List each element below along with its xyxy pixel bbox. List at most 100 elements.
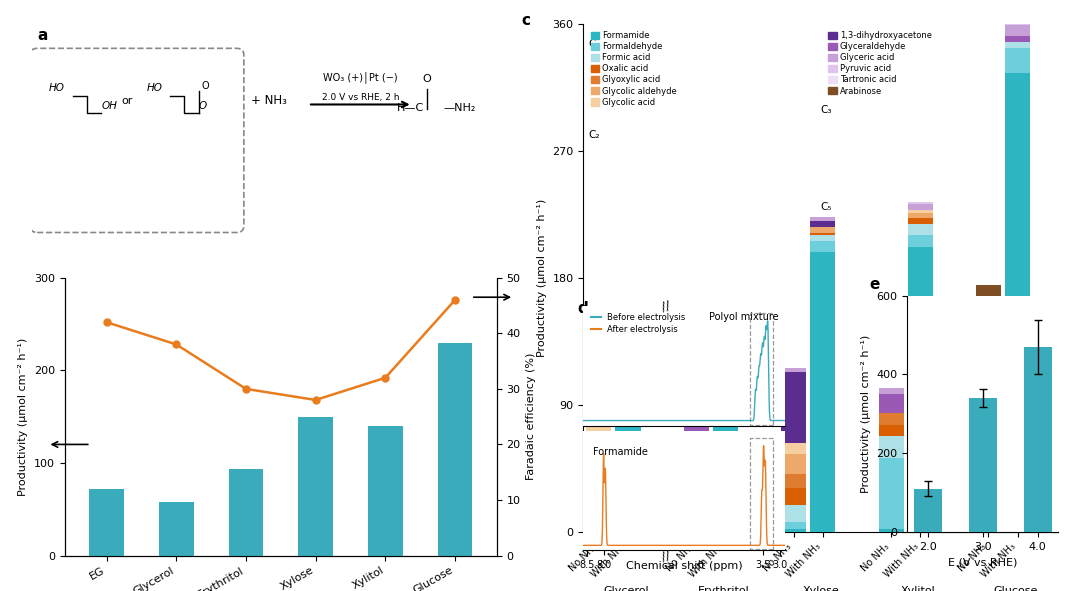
Bar (907, 246, 933, 532)
Bar (713, 332, 738, 335)
Text: Glycerol: Glycerol (604, 586, 649, 591)
Text: a: a (37, 28, 48, 43)
Legend: 1,3-dihydroxyacetone, Glyceraldehyde, Glyceric acid, Pyruvic acid, Tartronic aci: 1,3-dihydroxyacetone, Glyceraldehyde, Gl… (825, 28, 935, 99)
Bar (684, 439, 708, 478)
Bar (684, 518, 708, 529)
Bar (976, 340, 1001, 354)
Text: HO: HO (147, 83, 162, 93)
Bar (781, 488, 807, 505)
Bar (684, 422, 708, 439)
Bar (1005, 0, 1030, 11)
Text: C₃: C₃ (821, 105, 833, 115)
Bar (713, 335, 738, 340)
Bar (907, 210, 933, 213)
Bar (976, 354, 1001, 371)
Text: Xylose: Xylose (802, 586, 839, 591)
Text: d: d (578, 301, 589, 316)
Bar (781, 368, 807, 372)
Bar (713, 329, 738, 332)
Bar (713, 340, 738, 351)
Bar (907, 219, 933, 224)
Bar (976, 388, 1001, 529)
Text: Chemical shift (ppm): Chemical shift (ppm) (626, 561, 743, 571)
Bar (90, 489, 124, 556)
Bar (907, 213, 933, 219)
Text: or: or (122, 96, 133, 106)
Bar (1005, 25, 1030, 37)
Bar (907, 235, 933, 246)
Text: e: e (869, 277, 880, 291)
Bar (781, 454, 807, 474)
Bar (810, 221, 835, 227)
Bar (616, 419, 640, 420)
Bar (878, 424, 904, 436)
Bar (586, 415, 611, 488)
Bar (368, 426, 403, 556)
Text: c: c (522, 14, 530, 28)
Bar (1005, 37, 1030, 42)
Y-axis label: Productivity (μmol cm⁻² h⁻¹): Productivity (μmol cm⁻² h⁻¹) (18, 337, 28, 496)
Text: Polyol mixture: Polyol mixture (708, 312, 779, 322)
Bar (976, 285, 1001, 320)
Text: + NH₃: + NH₃ (251, 95, 287, 108)
Bar (914, 489, 942, 532)
Y-axis label: Productivity (μmol cm⁻² h⁻¹): Productivity (μmol cm⁻² h⁻¹) (537, 199, 546, 357)
Text: C₅: C₅ (821, 202, 833, 212)
Text: 2.0 V vs RHE, 2 h: 2.0 V vs RHE, 2 h (322, 93, 399, 102)
Bar (976, 371, 1001, 388)
Bar (781, 505, 807, 522)
Bar (1005, 48, 1030, 73)
Text: C₁: C₁ (588, 39, 599, 49)
Text: H—C: H—C (396, 103, 423, 113)
Bar (810, 233, 835, 235)
Text: //: // (660, 298, 672, 313)
X-axis label: E (V vs RHE): E (V vs RHE) (948, 557, 1017, 567)
Bar (586, 528, 611, 532)
Bar (298, 417, 333, 556)
Bar (907, 202, 933, 204)
Bar (1024, 347, 1052, 532)
Bar (878, 436, 904, 459)
Text: WO₃ (+)│Pt (−): WO₃ (+)│Pt (−) (323, 71, 397, 83)
Bar (907, 204, 933, 210)
Bar (751, 313, 773, 424)
Text: O: O (201, 81, 208, 91)
Text: —NH₂: —NH₂ (444, 103, 476, 113)
FancyBboxPatch shape (30, 48, 244, 232)
Text: O: O (422, 74, 431, 84)
Bar (878, 529, 904, 532)
Bar (229, 469, 264, 556)
Bar (586, 488, 611, 517)
Bar (616, 420, 640, 426)
Bar (781, 522, 807, 529)
Bar (616, 426, 640, 532)
Bar (976, 529, 1001, 532)
Text: Formamide: Formamide (593, 447, 648, 457)
Bar (878, 394, 904, 413)
Bar (684, 529, 708, 532)
Bar (781, 529, 807, 532)
Text: C₂: C₂ (588, 131, 599, 141)
Bar (684, 489, 708, 518)
Bar (878, 459, 904, 529)
Bar (969, 398, 997, 532)
Text: HO: HO (49, 83, 65, 93)
Bar (878, 388, 904, 394)
Bar (810, 217, 835, 221)
Bar (437, 343, 472, 556)
Bar (751, 438, 773, 550)
Bar (684, 478, 708, 489)
Bar (810, 235, 835, 241)
Text: O: O (199, 101, 207, 111)
Bar (810, 227, 835, 233)
Bar (159, 502, 193, 556)
Bar (810, 241, 835, 252)
Y-axis label: Faradaic efficiency (%): Faradaic efficiency (%) (526, 353, 536, 480)
Bar (586, 517, 611, 528)
Bar (976, 329, 1001, 340)
Bar (1005, 17, 1030, 25)
Y-axis label: Productivity (μmol cm⁻² h⁻¹): Productivity (μmol cm⁻² h⁻¹) (861, 335, 870, 493)
Bar (1005, 73, 1030, 532)
Text: Glucose: Glucose (994, 586, 1038, 591)
Bar (976, 320, 1001, 329)
